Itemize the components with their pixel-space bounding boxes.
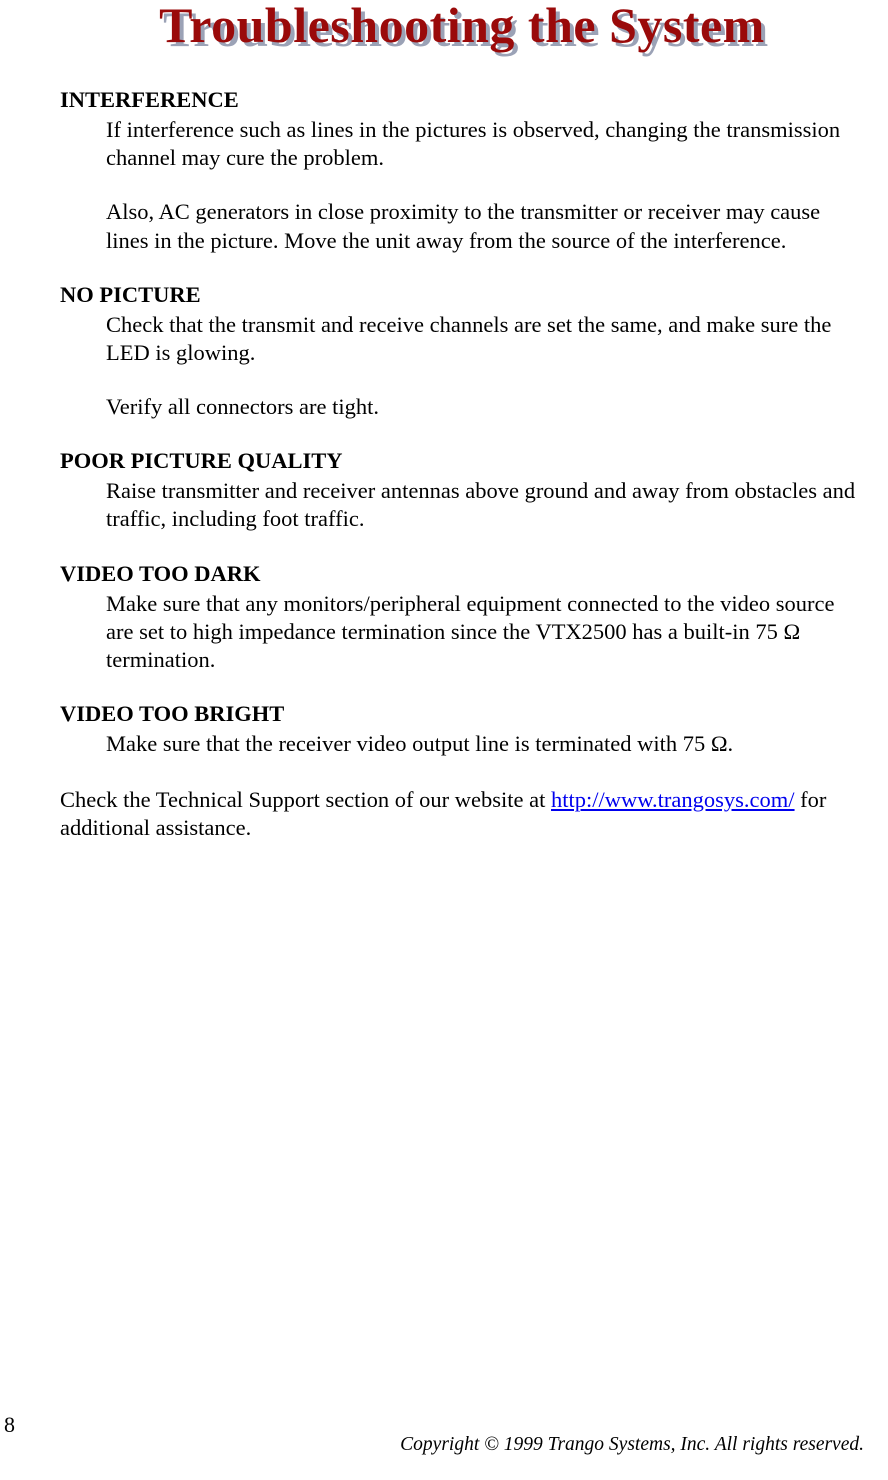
section-body: Check that the transmit and receive chan… xyxy=(60,311,864,421)
section-interference: INTERFERENCE If interference such as lin… xyxy=(60,86,864,255)
paragraph: Also, AC generators in close proximity t… xyxy=(106,198,864,254)
support-link[interactable]: http://www.trangosys.com/ xyxy=(551,787,795,812)
section-poor-quality: POOR PICTURE QUALITY Raise transmitter a… xyxy=(60,447,864,533)
paragraph: If interference such as lines in the pic… xyxy=(106,116,864,172)
section-body: Raise transmitter and receiver antennas … xyxy=(60,477,864,533)
section-heading: VIDEO TOO BRIGHT xyxy=(60,700,864,728)
document-page: Troubleshooting the System Troubleshooti… xyxy=(0,0,888,1480)
paragraph: Verify all connectors are tight. xyxy=(106,393,864,421)
section-heading: VIDEO TOO DARK xyxy=(60,560,864,588)
section-body: Make sure that any monitors/peripheral e… xyxy=(60,590,864,674)
section-video-bright: VIDEO TOO BRIGHT Make sure that the rece… xyxy=(60,700,864,758)
section-body: Make sure that the receiver video output… xyxy=(60,730,864,758)
paragraph: Make sure that any monitors/peripheral e… xyxy=(106,590,864,674)
section-body: If interference such as lines in the pic… xyxy=(60,116,864,255)
section-no-picture: NO PICTURE Check that the transmit and r… xyxy=(60,281,864,422)
tail-pre: Check the Technical Support section of o… xyxy=(60,787,551,812)
section-heading: INTERFERENCE xyxy=(60,86,864,114)
tail-paragraph: Check the Technical Support section of o… xyxy=(60,786,864,842)
section-heading: POOR PICTURE QUALITY xyxy=(60,447,864,475)
title-foreground: Troubleshooting the System xyxy=(159,0,765,53)
section-video-dark: VIDEO TOO DARK Make sure that any monito… xyxy=(60,560,864,675)
paragraph: Raise transmitter and receiver antennas … xyxy=(106,477,864,533)
content-body: INTERFERENCE If interference such as lin… xyxy=(60,50,864,843)
paragraph: Check that the transmit and receive chan… xyxy=(106,311,864,367)
copyright-text: Copyright © 1999 Trango Systems, Inc. Al… xyxy=(400,1434,864,1456)
page-title: Troubleshooting the System Troubleshooti… xyxy=(159,0,765,50)
paragraph: Make sure that the receiver video output… xyxy=(106,730,864,758)
title-wrap: Troubleshooting the System Troubleshooti… xyxy=(60,0,864,50)
section-heading: NO PICTURE xyxy=(60,281,864,309)
page-number: 8 xyxy=(4,1412,15,1438)
